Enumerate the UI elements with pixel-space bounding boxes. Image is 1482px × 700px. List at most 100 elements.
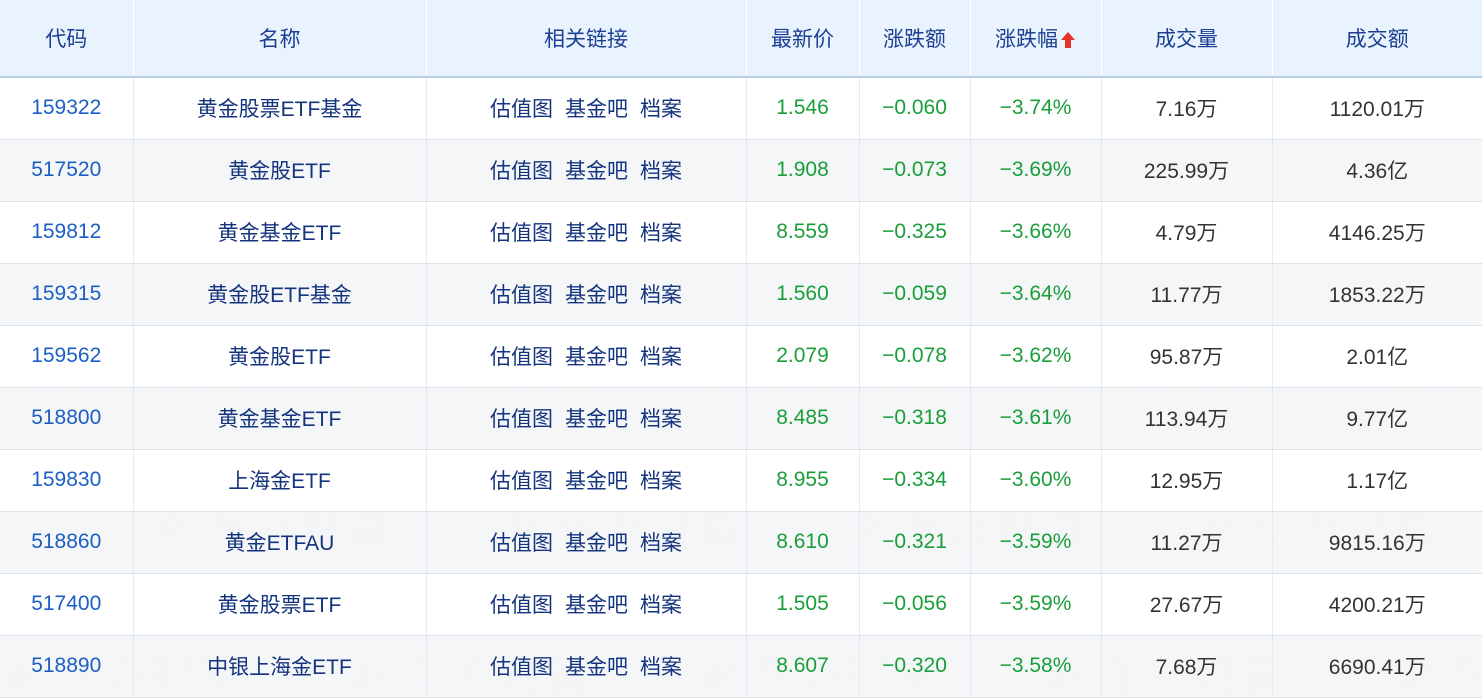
link-0[interactable]: 估值图 [490,470,553,493]
cell-amount: 9.77亿 [1272,387,1482,450]
column-header-price[interactable]: 最新价 [746,0,860,78]
link-1[interactable]: 基金吧 [565,98,628,122]
table-header: 代码 名称 相关链接 最新价 涨跌额 涨跌幅 成交量 成交额 [0,0,1482,78]
table-row[interactable]: 159315 黄金股ETF基金 估值图 基金吧 档案 1.560 −0.059 −3.64% 1… [0,263,1482,326]
table-row[interactable]: 159812 黄金基金ETF 估值图 基金吧 档案 8.559 −0.325 −3.66% 4.… [0,201,1482,264]
link-0[interactable]: 估值图 [490,346,553,369]
cell-name[interactable]: 黄金基金ETF [133,387,427,450]
column-header-change[interactable]: 涨跌额 [859,0,971,78]
link-1[interactable]: 基金吧 [565,346,628,369]
cell-related-links: 估值图 基金吧 档案 [426,511,747,574]
cell-price: 8.485 [746,387,860,450]
link-1[interactable]: 基金吧 [565,470,628,493]
cell-name[interactable]: 黄金基金ETF [133,201,427,264]
link-1[interactable]: 基金吧 [565,408,628,431]
cell-code[interactable]: 517400 [0,573,134,636]
link-2[interactable]: 档案 [640,284,682,307]
link-0[interactable]: 估值图 [490,532,553,555]
cell-change-pct: −3.61% [970,387,1102,450]
column-header-label: 相关链接 [544,28,628,51]
cell-name[interactable]: 黄金股ETF基金 [133,263,427,326]
table-row[interactable]: 159322 黄金股票ETF基金 估值图 基金吧 档案 1.546 −0.060 −3.74%… [0,77,1482,140]
link-1[interactable]: 基金吧 [565,656,628,679]
table-row[interactable]: 517400 黄金股票ETF 估值图 基金吧 档案 1.505 −0.056 −3.59% 27… [0,573,1482,636]
table-row[interactable]: 517520 黄金股ETF 估值图 基金吧 档案 1.908 −0.073 −3.69% 225… [0,139,1482,202]
column-header-label: 涨跌幅 [995,28,1058,51]
link-0[interactable]: 估值图 [490,594,553,617]
column-header-volume[interactable]: 成交量 [1101,0,1273,78]
column-header-change_pct[interactable]: 涨跌幅 [970,0,1102,78]
cell-code[interactable]: 159830 [0,449,134,512]
link-0[interactable]: 估值图 [490,222,553,245]
cell-code[interactable]: 159562 [0,325,134,388]
cell-amount: 2.01亿 [1272,325,1482,388]
cell-price: 1.908 [746,139,860,202]
link-0[interactable]: 估值图 [490,160,553,183]
column-header-label: 名称 [258,28,301,51]
cell-name[interactable]: 中银上海金ETF [133,635,427,698]
column-header-label: 成交量 [1155,28,1218,51]
cell-price: 1.546 [746,77,860,140]
link-2[interactable]: 档案 [640,346,682,369]
cell-related-links: 估值图 基金吧 档案 [426,635,747,698]
cell-name[interactable]: 黄金股ETF [133,139,427,202]
link-2[interactable]: 档案 [640,594,682,617]
link-0[interactable]: 估值图 [490,656,553,679]
link-2[interactable]: 档案 [640,532,682,555]
link-2[interactable]: 档案 [640,408,682,431]
link-1[interactable]: 基金吧 [565,160,628,183]
cell-related-links: 估值图 基金吧 档案 [426,325,747,388]
cell-volume: 95.87万 [1101,325,1273,388]
cell-code[interactable]: 159812 [0,201,134,264]
link-2[interactable]: 档案 [640,656,682,679]
cell-change: −0.321 [859,511,971,574]
cell-related-links: 估值图 基金吧 档案 [426,449,747,512]
header-row: 代码 名称 相关链接 最新价 涨跌额 涨跌幅 成交量 成交额 [0,0,1482,78]
cell-volume: 7.68万 [1101,635,1273,698]
link-2[interactable]: 档案 [640,470,682,493]
column-header-name[interactable]: 名称 [133,0,427,78]
cell-amount: 1120.01万 [1272,77,1482,140]
cell-change: −0.320 [859,635,971,698]
link-0[interactable]: 估值图 [490,98,553,122]
table-row[interactable]: 518890 中银上海金ETF 估值图 基金吧 档案 8.607 −0.320 −3.58% 7… [0,635,1482,698]
cell-name[interactable]: 黄金股ETF [133,325,427,388]
table-row[interactable]: 159562 黄金股ETF 估值图 基金吧 档案 2.079 −0.078 −3.62% 95.… [0,325,1482,388]
cell-related-links: 估值图 基金吧 档案 [426,387,747,450]
link-2[interactable]: 档案 [640,98,682,122]
sort-arrow-up-icon[interactable] [1060,31,1076,49]
cell-change-pct: −3.64% [970,263,1102,326]
column-header-amount[interactable]: 成交额 [1272,0,1482,78]
cell-code[interactable]: 517520 [0,139,134,202]
link-1[interactable]: 基金吧 [565,222,628,245]
table-row[interactable]: 518860 黄金ETFAU 估值图 基金吧 档案 8.610 −0.321 −3.59% 11… [0,511,1482,574]
cell-change-pct: −3.62% [970,325,1102,388]
link-2[interactable]: 档案 [640,222,682,245]
link-2[interactable]: 档案 [640,160,682,183]
link-1[interactable]: 基金吧 [565,532,628,555]
cell-name[interactable]: 上海金ETF [133,449,427,512]
cell-code[interactable]: 518860 [0,511,134,574]
cell-name[interactable]: 黄金ETFAU [133,511,427,574]
cell-code[interactable]: 518890 [0,635,134,698]
link-1[interactable]: 基金吧 [565,594,628,617]
cell-change: −0.073 [859,139,971,202]
cell-price: 8.607 [746,635,860,698]
link-0[interactable]: 估值图 [490,284,553,307]
column-header-code[interactable]: 代码 [0,0,134,78]
cell-name[interactable]: 黄金股票ETF [133,573,427,636]
link-0[interactable]: 估值图 [490,408,553,431]
cell-code[interactable]: 159322 [0,77,134,140]
cell-code[interactable]: 518800 [0,387,134,450]
cell-name[interactable]: 黄金股票ETF基金 [133,77,427,140]
cell-volume: 12.95万 [1101,449,1273,512]
cell-volume: 11.27万 [1101,511,1273,574]
cell-amount: 4200.21万 [1272,573,1482,636]
table-row[interactable]: 159830 上海金ETF 估值图 基金吧 档案 8.955 −0.334 −3.60% 12.… [0,449,1482,512]
column-header-label: 成交额 [1345,28,1409,51]
link-1[interactable]: 基金吧 [565,284,628,307]
table-row[interactable]: 518800 黄金基金ETF 估值图 基金吧 档案 8.485 −0.318 −3.61% 11… [0,387,1482,450]
cell-change-pct: −3.59% [970,511,1102,574]
cell-code[interactable]: 159315 [0,263,134,326]
